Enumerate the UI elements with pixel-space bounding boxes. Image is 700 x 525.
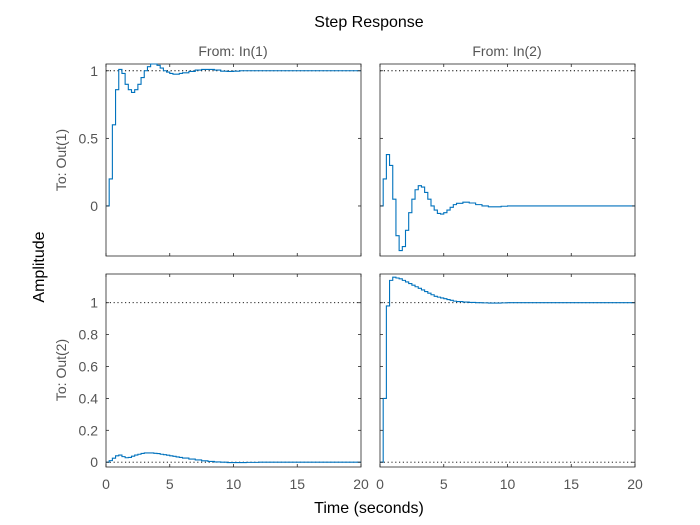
xtick-label-in1-2: 10 — [226, 476, 242, 492]
column-title-in1: From: In(1) — [198, 43, 267, 59]
xtick-label-in2-1: 5 — [440, 476, 448, 492]
column-title-in2: From: In(2) — [472, 43, 541, 59]
ytick-label-out2-4: 0.8 — [79, 327, 99, 343]
x-axis-label: Time (seconds) — [314, 500, 424, 517]
panel-out1-in1-axes — [105, 63, 362, 257]
row-title-out1: To: Out(1) — [53, 129, 69, 191]
ytick-label-out2-2: 0.4 — [79, 390, 99, 406]
xtick-label-in2-0: 0 — [376, 476, 384, 492]
row-title-out2: To: Out(2) — [53, 339, 69, 401]
xtick-label-in1-1: 5 — [166, 476, 174, 492]
panel-out2-in2-axes — [379, 273, 636, 468]
xtick-label-in1-3: 15 — [289, 476, 305, 492]
panel-out2-in1-step-series-0 — [106, 452, 361, 464]
ytick-label-out1-0: 0 — [90, 198, 98, 214]
panel-out1-in2-axes — [379, 63, 636, 257]
ytick-label-out2-5: 1 — [90, 295, 98, 311]
xtick-label-in1-0: 0 — [102, 476, 110, 492]
panel-out1-in2-step-series-0 — [380, 154, 635, 252]
chart-title: Step Response — [314, 14, 424, 31]
xtick-label-in1-4: 20 — [353, 476, 369, 492]
xtick-label-in2-4: 20 — [627, 476, 643, 492]
panel-out2-in2-step-series-0 — [380, 276, 635, 463]
ytick-label-out2-1: 0.2 — [79, 422, 99, 438]
ytick-label-out1-2: 1 — [90, 63, 98, 79]
y-axis-label: Amplitude — [31, 231, 48, 302]
ytick-label-out2-0: 0 — [90, 454, 98, 470]
panel-out1-in1-step-series-0 — [106, 63, 361, 207]
xtick-label-in2-2: 10 — [500, 476, 516, 492]
ytick-label-out2-3: 0.6 — [79, 359, 99, 375]
ytick-label-out1-1: 0.5 — [79, 130, 99, 146]
xtick-label-in2-3: 15 — [563, 476, 579, 492]
